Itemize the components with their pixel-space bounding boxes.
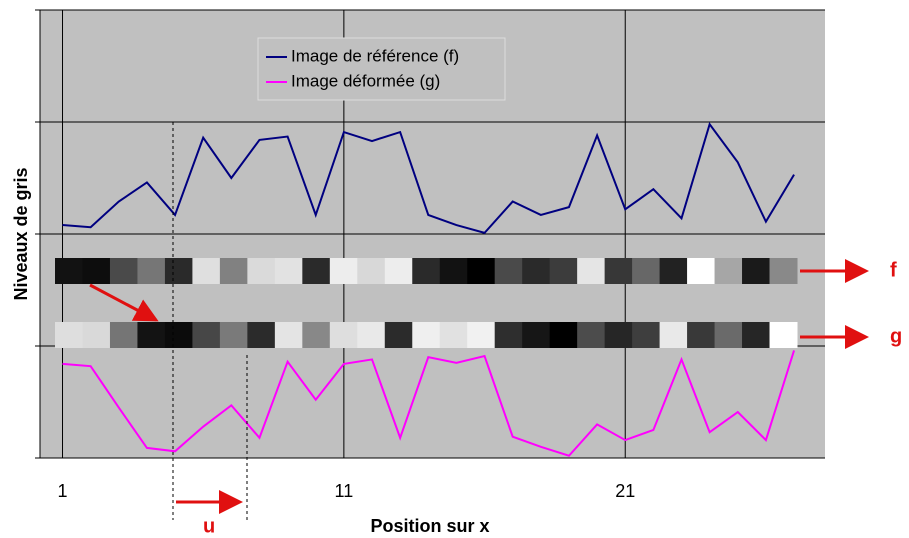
gray-pixel <box>164 258 193 284</box>
gray-pixel <box>384 258 413 284</box>
gray-pixel <box>109 322 138 348</box>
gray-pixel <box>604 258 633 284</box>
gray-pixel <box>82 258 111 284</box>
gray-pixel <box>769 258 798 284</box>
shift-arrow <box>89 283 159 322</box>
legend-box <box>257 37 506 101</box>
gray-pixel <box>494 322 523 348</box>
gray-pixel <box>494 258 523 284</box>
gray-pixel <box>82 322 111 348</box>
annotation: f <box>890 259 897 281</box>
gray-pixel <box>714 258 743 284</box>
gray-pixel <box>632 322 661 348</box>
gray-pixel <box>467 258 496 284</box>
gray-pixel <box>742 322 771 348</box>
gray-pixel <box>219 322 248 348</box>
gray-pixel <box>714 322 743 348</box>
gray-pixel <box>219 258 248 284</box>
legend: Image de référence (f) Image déformée (g) <box>257 37 506 101</box>
gray-pixel <box>467 322 496 348</box>
gray-pixel <box>274 258 303 284</box>
gray-pixel <box>522 258 551 284</box>
gray-pixel <box>632 258 661 284</box>
gray-pixel <box>357 258 386 284</box>
gray-pixel <box>109 258 138 284</box>
x-tick-label: 21 <box>615 481 635 501</box>
gray-pixel <box>412 322 441 348</box>
x-axis-label: Position sur x <box>370 516 489 536</box>
gray-pixel <box>412 258 441 284</box>
series-line <box>62 350 796 457</box>
annotation: u <box>203 515 215 537</box>
gray-pixel <box>329 258 358 284</box>
gray-pixel <box>522 322 551 348</box>
gray-pixel <box>687 322 716 348</box>
gray-pixel <box>247 322 276 348</box>
gray-pixel <box>274 322 303 348</box>
gray-pixel <box>137 322 166 348</box>
gray-pixel <box>439 258 468 284</box>
gray-pixel <box>137 258 166 284</box>
gray-pixel <box>439 322 468 348</box>
gray-pixel <box>659 322 688 348</box>
legend-label: Image déformée (g) <box>291 71 440 90</box>
gray-pixel <box>302 322 331 348</box>
series-line <box>62 122 795 235</box>
annotation: g <box>890 325 902 347</box>
gray-pixel <box>577 322 606 348</box>
gray-pixel <box>164 322 193 348</box>
gray-pixel <box>659 258 688 284</box>
gray-pixel <box>384 322 413 348</box>
gray-pixel <box>604 322 633 348</box>
gray-pixel <box>769 322 798 348</box>
lines <box>62 122 796 457</box>
gray-pixel <box>329 322 358 348</box>
gray-pixel <box>247 258 276 284</box>
gray-pixel <box>357 322 386 348</box>
gray-pixel <box>577 258 606 284</box>
gray-pixel <box>549 258 578 284</box>
x-tick-label: 1 <box>58 481 68 501</box>
x-tick-label: 11 <box>335 481 354 501</box>
gray-pixel <box>549 322 578 348</box>
y-axis-label: Niveaux de gris <box>11 167 31 300</box>
strips <box>55 258 798 348</box>
legend-label: Image de référence (f) <box>291 46 459 65</box>
gray-pixel <box>55 258 83 284</box>
gray-pixel <box>192 258 221 284</box>
gray-pixel <box>687 258 716 284</box>
gray-pixel <box>55 322 83 348</box>
gray-pixel <box>192 322 221 348</box>
gray-pixel <box>302 258 331 284</box>
gray-pixel <box>742 258 771 284</box>
